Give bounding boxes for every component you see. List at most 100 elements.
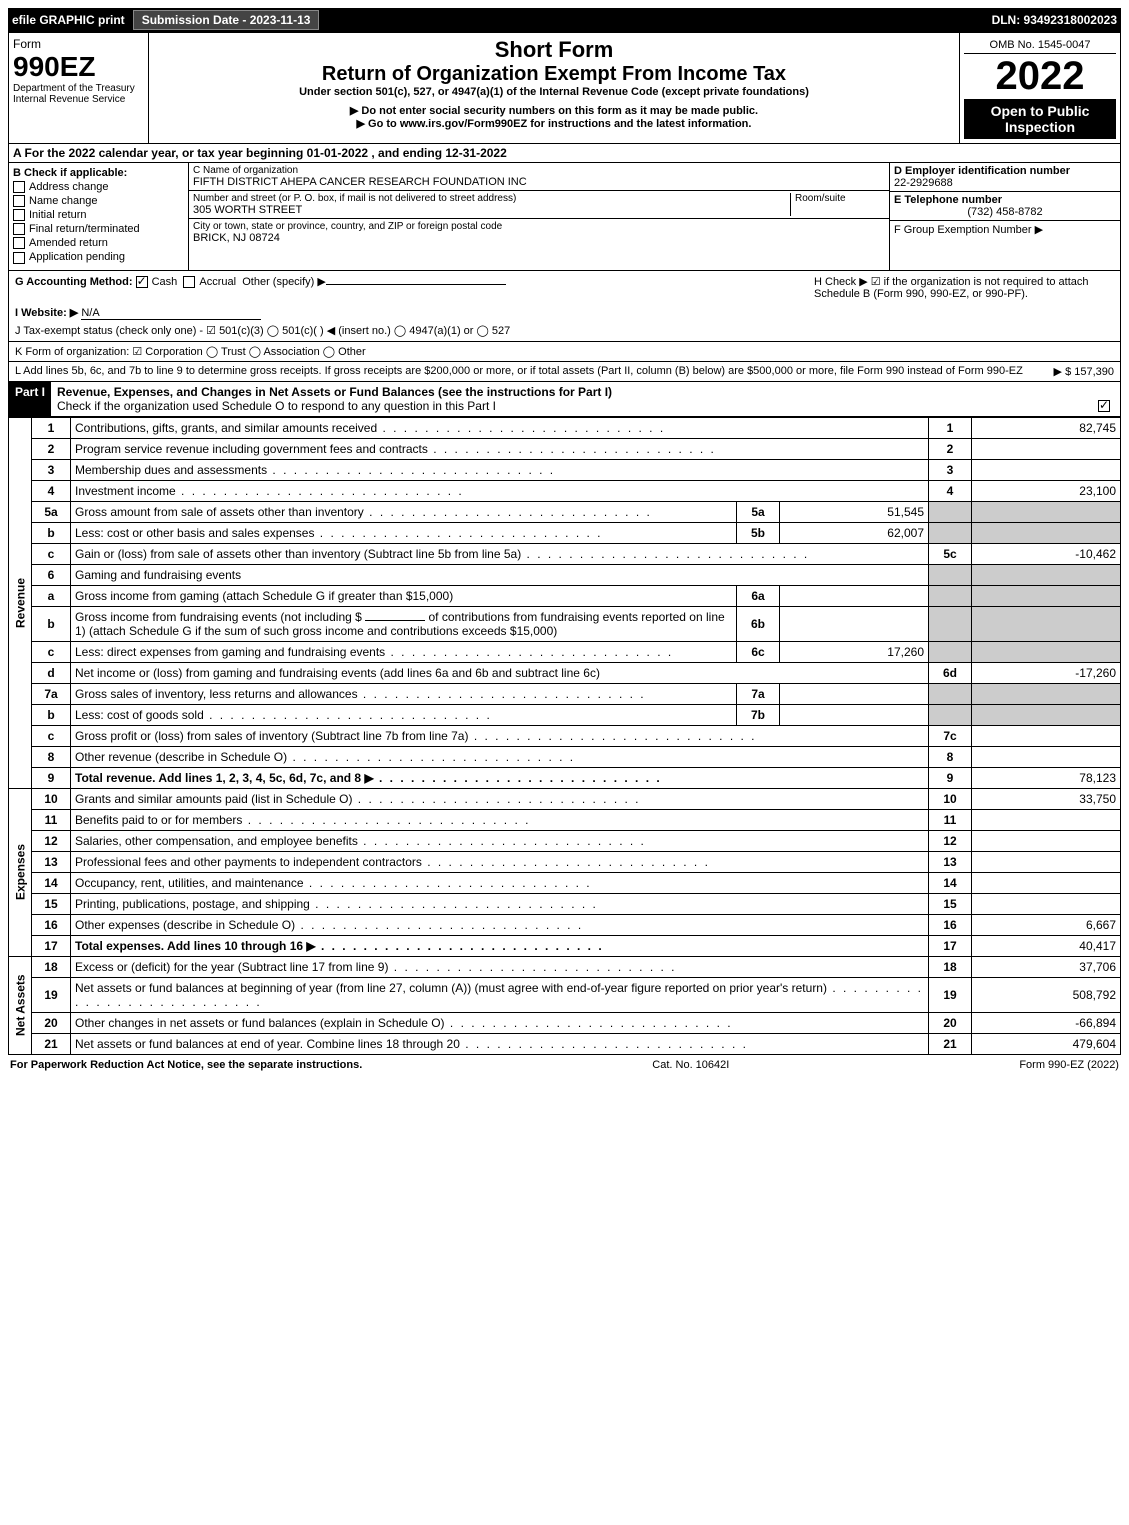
b-label: B Check if applicable: [13, 167, 184, 179]
col-def: D Employer identification number 22-2929… [890, 163, 1120, 270]
l14-desc: Occupancy, rent, utilities, and maintena… [75, 876, 592, 890]
l16-ref: 16 [929, 914, 972, 935]
l15-val [972, 893, 1121, 914]
check-accrual[interactable] [183, 276, 195, 288]
l11-val [972, 809, 1121, 830]
check-final-return[interactable] [13, 223, 25, 235]
l6c-desc: Less: direct expenses from gaming and fu… [75, 645, 673, 659]
l13-ref: 13 [929, 851, 972, 872]
l14-val [972, 872, 1121, 893]
l5a-sref: 5a [737, 501, 780, 522]
l7b-sref: 7b [737, 704, 780, 725]
header-left: Form 990EZ Department of the Treasury In… [9, 33, 149, 143]
b-item-0: Address change [29, 181, 109, 193]
check-application-pending[interactable] [13, 252, 25, 264]
section-bcdef: B Check if applicable: Address change Na… [8, 163, 1121, 271]
l11-desc: Benefits paid to or for members [75, 813, 530, 827]
l7a-ref-shade [929, 683, 972, 704]
l8-val [972, 746, 1121, 767]
l6-desc: Gaming and fundraising events [71, 564, 929, 585]
l21-num: 21 [32, 1033, 71, 1054]
l6a-num: a [32, 585, 71, 606]
l7a-sref: 7a [737, 683, 780, 704]
l20-val: -66,894 [972, 1012, 1121, 1033]
l6a-sval [780, 585, 929, 606]
part1-sub: Check if the organization used Schedule … [57, 399, 496, 413]
check-cash[interactable] [136, 276, 148, 288]
l6d-val: -17,260 [972, 662, 1121, 683]
l2-desc: Program service revenue including govern… [75, 442, 716, 456]
l9-ref: 9 [929, 767, 972, 788]
l15-desc: Printing, publications, postage, and shi… [75, 897, 598, 911]
note-goto: ▶ Go to www.irs.gov/Form990EZ for instru… [153, 117, 955, 130]
subtitle: Under section 501(c), 527, or 4947(a)(1)… [153, 86, 955, 98]
l5b-ref-shade [929, 522, 972, 543]
l2-ref: 2 [929, 438, 972, 459]
part1-title: Revenue, Expenses, and Changes in Net As… [57, 385, 612, 399]
l5b-desc: Less: cost or other basis and sales expe… [75, 526, 603, 540]
room-suite-label: Room/suite [795, 193, 885, 204]
b-item-5: Application pending [29, 251, 125, 263]
check-name-change[interactable] [13, 195, 25, 207]
l5b-num: b [32, 522, 71, 543]
l4-ref: 4 [929, 480, 972, 501]
l6d-ref: 6d [929, 662, 972, 683]
row-l: L Add lines 5b, 6c, and 7b to line 9 to … [9, 362, 1120, 381]
g-cash: Cash [152, 276, 178, 288]
l6b-desc: Gross income from fundraising events (no… [71, 606, 737, 641]
l6-val-shade [972, 564, 1121, 585]
l6a-ref-shade [929, 585, 972, 606]
check-amended-return[interactable] [13, 237, 25, 249]
l3-num: 3 [32, 459, 71, 480]
l18-num: 18 [32, 956, 71, 977]
part1-table: Revenue 1 Contributions, gifts, grants, … [8, 417, 1121, 1055]
b-item-4: Amended return [29, 237, 108, 249]
l7a-val-shade [972, 683, 1121, 704]
check-initial-return[interactable] [13, 209, 25, 221]
l7b-sval [780, 704, 929, 725]
l13-num: 13 [32, 851, 71, 872]
check-address-change[interactable] [13, 181, 25, 193]
d-ein-label: D Employer identification number [894, 165, 1116, 177]
l6b-blank[interactable] [365, 620, 425, 621]
l20-desc: Other changes in net assets or fund bala… [75, 1016, 733, 1030]
form-word: Form [13, 37, 144, 51]
l9-val: 78,123 [972, 767, 1121, 788]
b-item-3: Final return/terminated [29, 223, 140, 235]
l10-val: 33,750 [972, 788, 1121, 809]
expenses-section-label: Expenses [9, 788, 32, 956]
g-label: G Accounting Method: [15, 276, 133, 288]
l8-ref: 8 [929, 746, 972, 767]
l17-num: 17 [32, 935, 71, 956]
footer-mid: Cat. No. 10642I [652, 1059, 729, 1071]
c-addr-label: Number and street (or P. O. box, if mail… [193, 193, 790, 204]
l1-num: 1 [32, 417, 71, 438]
org-name: FIFTH DISTRICT AHEPA CANCER RESEARCH FOU… [193, 176, 885, 188]
col-b-checkboxes: B Check if applicable: Address change Na… [9, 163, 189, 270]
l4-num: 4 [32, 480, 71, 501]
l5c-desc: Gain or (loss) from sale of assets other… [75, 547, 809, 561]
l5c-ref: 5c [929, 543, 972, 564]
page-footer: For Paperwork Reduction Act Notice, see … [8, 1055, 1121, 1075]
row-l-text: L Add lines 5b, 6c, and 7b to line 9 to … [15, 365, 1054, 378]
netassets-section-label: Net Assets [9, 956, 32, 1054]
l6d-num: d [32, 662, 71, 683]
org-city: BRICK, NJ 08724 [193, 232, 885, 244]
l14-ref: 14 [929, 872, 972, 893]
l12-desc: Salaries, other compensation, and employ… [75, 834, 646, 848]
l19-num: 19 [32, 977, 71, 1012]
l7c-num: c [32, 725, 71, 746]
top-bar: efile GRAPHIC print Submission Date - 20… [8, 8, 1121, 32]
l11-ref: 11 [929, 809, 972, 830]
irs-label: Internal Revenue Service [13, 94, 144, 105]
l21-desc: Net assets or fund balances at end of ye… [75, 1037, 748, 1051]
g-other: Other (specify) ▶ [242, 276, 326, 288]
l6d-desc: Net income or (loss) from gaming and fun… [71, 662, 929, 683]
l19-ref: 19 [929, 977, 972, 1012]
check-schedule-o[interactable] [1098, 400, 1110, 412]
submission-date-button[interactable]: Submission Date - 2023-11-13 [133, 10, 320, 30]
l7a-sval [780, 683, 929, 704]
g-other-input[interactable] [326, 284, 506, 285]
row-j: J Tax-exempt status (check only one) - ☑… [15, 324, 1114, 337]
row-g-h: G Accounting Method: Cash Accrual Other … [8, 271, 1121, 342]
